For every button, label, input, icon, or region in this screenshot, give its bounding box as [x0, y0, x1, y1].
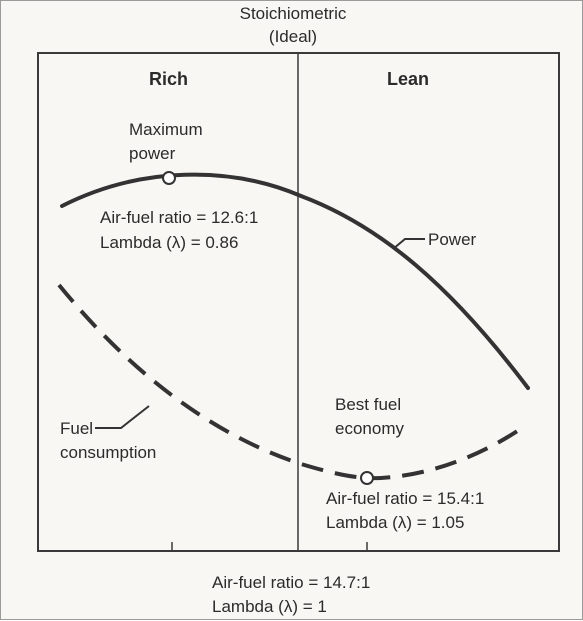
best-economy-title-2: economy — [335, 419, 404, 438]
max-power-marker — [162, 171, 176, 185]
best-economy-marker — [360, 471, 374, 485]
header-ideal: (Ideal) — [268, 27, 318, 46]
stoich-afr: Air-fuel ratio = 14.7:1 — [212, 573, 371, 592]
max-power-title-1: Maximum — [129, 120, 203, 139]
stoich-lambda: Lambda (λ) = 1 — [212, 597, 327, 616]
fuel-curve-label-2: consumption — [60, 443, 157, 462]
header-stoichiometric: Stoichiometric — [239, 4, 347, 23]
best-economy-title-1: Best fuel — [335, 395, 402, 414]
best-economy-afr: Air-fuel ratio = 15.4:1 — [326, 489, 485, 508]
region-rich-label: Rich — [149, 69, 189, 89]
fuel-curve-label-1: Fuel — [60, 419, 94, 438]
max-power-lambda: Lambda (λ) = 0.86 — [100, 233, 239, 252]
fuel-leader-line — [95, 405, 150, 429]
power-curve-label: Power — [428, 230, 477, 249]
max-power-afr: Air-fuel ratio = 12.6:1 — [100, 208, 259, 227]
fuel-consumption-curve — [57, 283, 527, 481]
power-leader-line — [392, 238, 425, 250]
power-curve — [60, 172, 530, 390]
region-lean-label: Lean — [387, 69, 430, 89]
best-economy-lambda: Lambda (λ) = 1.05 — [326, 513, 465, 532]
max-power-title-2: power — [129, 144, 176, 163]
